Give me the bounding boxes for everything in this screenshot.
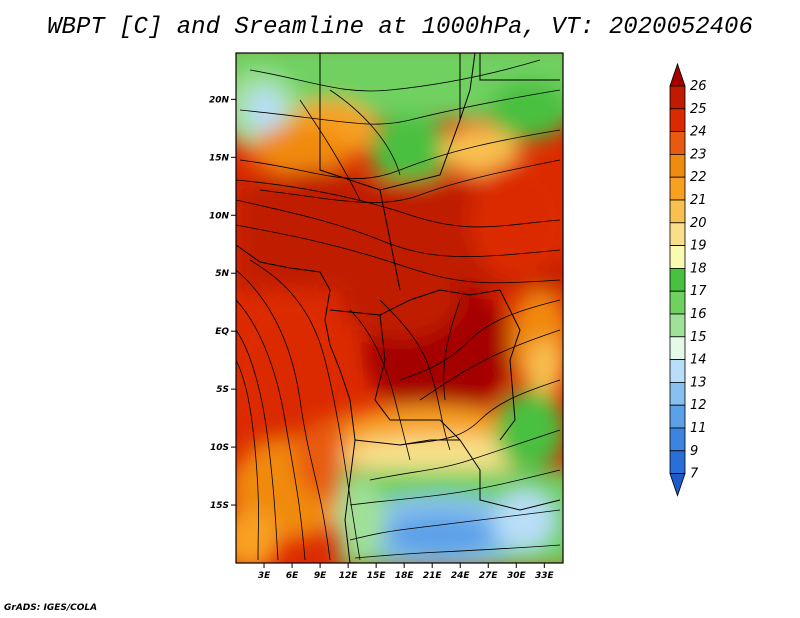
- colorbar-swatch: [669, 427, 686, 452]
- colorbar-top-triangle: [669, 62, 686, 87]
- colorbar-swatch: [669, 245, 686, 269]
- lat-tick-label: 15N: [209, 153, 230, 163]
- colorbar-swatch: [669, 108, 686, 133]
- colorbar-label: 7: [690, 467, 699, 482]
- colorbar-swatch: [669, 450, 686, 474]
- map-title: WBPT [C] and Sreamline at 1000hPa, VT: 2…: [47, 14, 753, 41]
- colorbar-swatch: [669, 85, 686, 110]
- colorbar-label: 9: [690, 444, 698, 459]
- colorbar-label: 11: [690, 421, 707, 436]
- colorbar-swatch: [669, 267, 686, 292]
- colorbar-label: 18: [690, 261, 707, 276]
- colorbar-swatch: [669, 336, 686, 360]
- colorbar-swatch: [669, 222, 686, 247]
- colorbar-swatch: [669, 131, 686, 155]
- lat-tick-label: 10N: [209, 211, 230, 221]
- lon-tick-label: 12E: [339, 571, 359, 581]
- borders: [236, 53, 561, 563]
- colorbar-swatch: [669, 290, 686, 315]
- colorbar-swatch: [669, 176, 686, 201]
- colorbar-label: 23: [690, 147, 707, 162]
- colorbar-label: 17: [690, 284, 707, 299]
- colorbar-label: 20: [690, 216, 707, 231]
- colorbar-label: 15: [690, 330, 707, 345]
- lat-tick-label: 5S: [216, 385, 229, 395]
- colorbar-label: 24: [690, 125, 707, 140]
- latitude-axis: 20N 15N 10N 5N EQ 5S 10S 15S: [209, 95, 236, 511]
- lon-tick-label: 9E: [314, 571, 327, 581]
- lat-tick-label: 5N: [215, 269, 229, 279]
- colorbar-bottom-triangle: [669, 473, 686, 497]
- colorbar-label: 16: [690, 307, 707, 322]
- streamlines: [236, 59, 561, 561]
- lon-tick-label: 21E: [423, 571, 443, 581]
- colorbar-label: 22: [690, 170, 707, 185]
- colorbar-label: 19: [690, 239, 707, 254]
- colorbar-swatch: [669, 153, 686, 178]
- lat-tick-label: EQ: [215, 327, 229, 337]
- grads-credit: GrADS: IGES/COLA: [4, 603, 98, 613]
- lon-tick-label: 3E: [258, 571, 271, 581]
- lon-tick-label: 24E: [451, 571, 471, 581]
- colorbar-swatch: [669, 199, 686, 224]
- colorbar-label: 13: [690, 375, 707, 390]
- lon-tick-label: 27E: [479, 571, 499, 581]
- colorbar-swatch: [669, 404, 686, 429]
- colorbar-label: 14: [690, 353, 707, 368]
- lat-tick-label: 10S: [210, 443, 229, 453]
- lat-tick-label: 20N: [209, 95, 230, 105]
- colorbar-swatch: [669, 359, 686, 383]
- map-frame: [235, 52, 564, 564]
- colorbar-label: 12: [690, 398, 707, 413]
- lon-tick-label: 33E: [535, 571, 555, 581]
- longitude-axis: 3E 6E 9E 12E 15E 18E 21E 24E 27E 30E 33E: [258, 563, 555, 581]
- lat-tick-label: 15S: [210, 501, 229, 511]
- lon-tick-label: 15E: [367, 571, 387, 581]
- colorbar-label: 25: [690, 102, 707, 117]
- lon-tick-label: 6E: [286, 571, 299, 581]
- colorbar-swatch: [669, 381, 686, 406]
- colorbar-label: 21: [690, 193, 707, 208]
- colorbar: 26 25 24 23 22 21 20 19 18 17 16 15 14 13 12 11 9 7: [669, 62, 707, 497]
- wbpt-field: [236, 53, 563, 563]
- colorbar-swatch: [669, 313, 686, 338]
- lon-tick-label: 18E: [395, 571, 415, 581]
- lon-tick-label: 30E: [507, 571, 527, 581]
- colorbar-label: 26: [690, 79, 707, 94]
